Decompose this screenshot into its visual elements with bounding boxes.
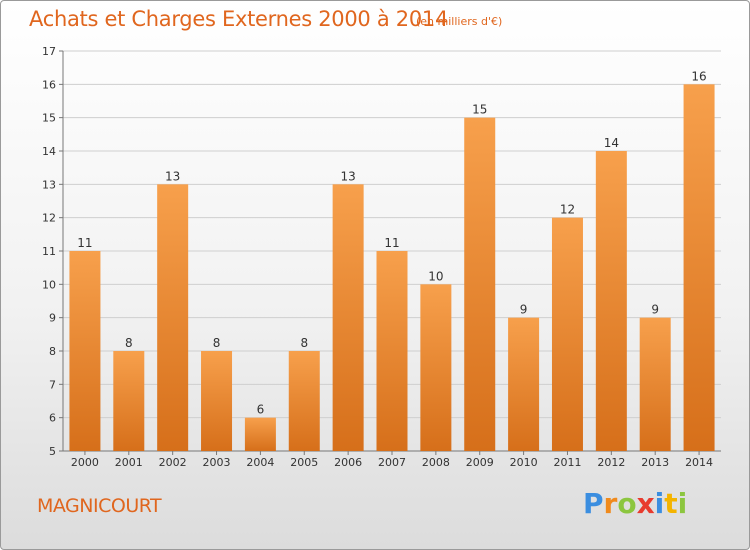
value-label: 12 <box>560 203 575 217</box>
x-tick-label: 2003 <box>203 456 231 469</box>
bar-2000 <box>69 251 101 451</box>
y-tick-label: 15 <box>42 112 56 125</box>
logo-letter: o <box>617 487 637 520</box>
x-tick-label: 2010 <box>510 456 538 469</box>
bar-2009 <box>464 117 496 452</box>
bar-2010 <box>508 317 540 451</box>
y-tick-label: 6 <box>49 412 56 425</box>
y-tick-label: 5 <box>49 445 56 458</box>
value-label: 15 <box>472 103 487 117</box>
x-tick-label: 2004 <box>246 456 274 469</box>
x-tick-label: 2014 <box>685 456 713 469</box>
x-tick-label: 2012 <box>597 456 625 469</box>
bar-2014 <box>683 84 715 451</box>
logo-letter: x <box>636 487 655 520</box>
bar-2011 <box>551 217 583 451</box>
y-tick-label: 7 <box>49 378 56 391</box>
logo-letter: P <box>583 487 604 520</box>
logo-letter: r <box>603 487 618 520</box>
chart-title: Achats et Charges Externes 2000 à 2014 <box>29 7 449 31</box>
y-tick-label: 12 <box>42 212 56 225</box>
x-tick-label: 2011 <box>553 456 581 469</box>
chart-unit: (en milliers d'€) <box>416 15 503 28</box>
x-tick-label: 2007 <box>378 456 406 469</box>
y-tick-label: 14 <box>42 145 56 158</box>
y-tick-label: 17 <box>42 45 56 58</box>
bar-2012 <box>595 151 627 451</box>
value-label: 8 <box>213 336 221 350</box>
bar-2005 <box>288 351 320 451</box>
value-label: 9 <box>520 303 528 317</box>
value-label: 8 <box>125 336 133 350</box>
commune-name: MAGNICOURT <box>37 495 162 517</box>
x-tick-label: 2008 <box>422 456 450 469</box>
bar-2008 <box>420 284 452 451</box>
x-tick-label: 2002 <box>159 456 187 469</box>
value-labels: 11 8 13 8 6 8 13 11 10 15 9 12 14 9 16 <box>77 69 706 416</box>
value-label: 13 <box>340 169 355 183</box>
bar-2002 <box>157 184 189 452</box>
bar-2006 <box>332 184 364 452</box>
x-tick-label: 2006 <box>334 456 362 469</box>
y-tick-label: 13 <box>42 178 56 191</box>
logo-letter: i <box>654 487 665 520</box>
y-tick-label: 11 <box>42 245 56 258</box>
x-tick-label: 2013 <box>641 456 669 469</box>
bars <box>69 84 715 452</box>
value-label: 13 <box>165 169 180 183</box>
bar-2007 <box>376 251 408 451</box>
value-label: 9 <box>651 303 659 317</box>
logo-letter: t <box>664 487 678 520</box>
logo-letter: i <box>677 487 688 520</box>
x-tick-label: 2005 <box>290 456 318 469</box>
bar-2004 <box>244 417 276 451</box>
value-label: 8 <box>300 336 308 350</box>
value-label: 10 <box>428 269 443 283</box>
y-tick-label: 16 <box>42 78 56 91</box>
value-label: 14 <box>604 136 619 150</box>
x-tick-label: 2001 <box>115 456 143 469</box>
value-label: 11 <box>77 236 92 250</box>
bar-2013 <box>639 317 671 451</box>
proxiti-logo: Proxiti <box>583 487 687 520</box>
x-tick-label: 2000 <box>71 456 99 469</box>
value-label: 16 <box>691 69 706 83</box>
bar-2001 <box>113 351 145 451</box>
value-label: 11 <box>384 236 399 250</box>
value-label: 6 <box>257 403 265 417</box>
y-tick-label: 8 <box>49 345 56 358</box>
x-tick-label: 2009 <box>466 456 494 469</box>
y-tick-label: 9 <box>49 312 56 325</box>
y-tick-label: 10 <box>42 278 56 291</box>
bar-2003 <box>201 351 233 451</box>
